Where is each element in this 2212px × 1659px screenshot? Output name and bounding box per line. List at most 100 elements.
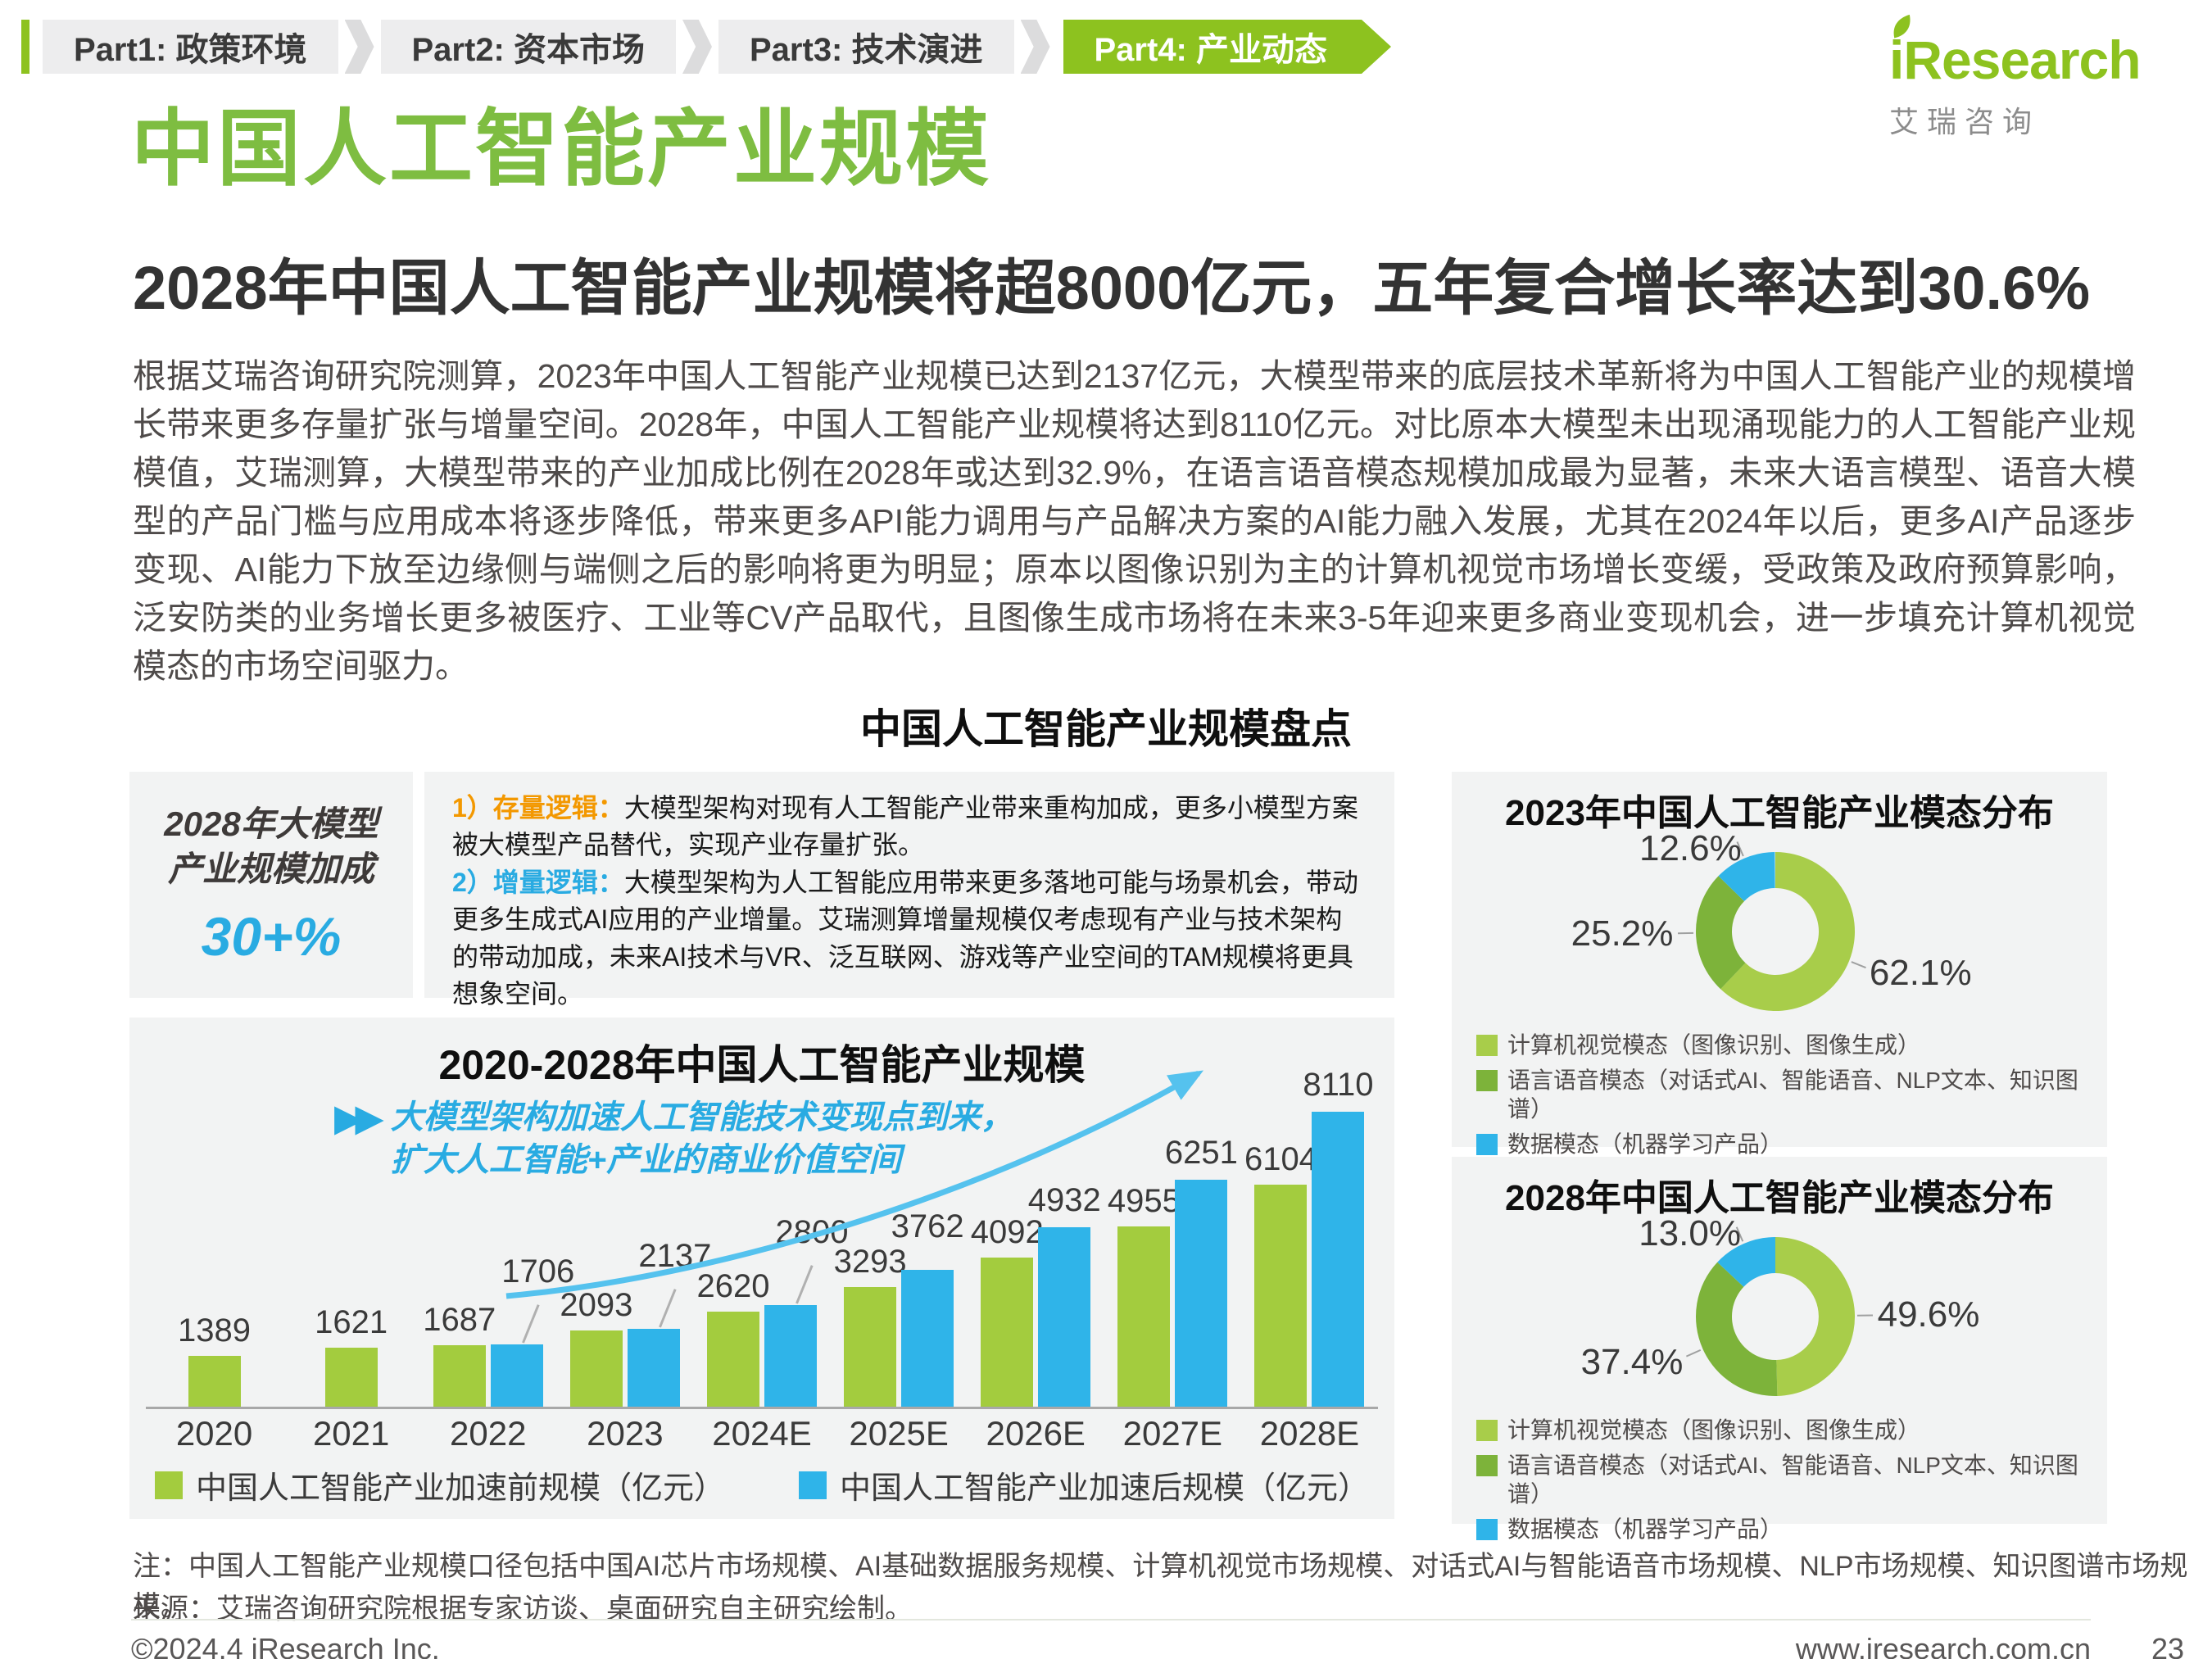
stock-logic-label: 1）存量逻辑：: [452, 793, 624, 823]
iresearch-logo: iResearch 艾 瑞 咨 询: [1889, 14, 2160, 141]
nav-tab-part4[interactable]: Part4: 产业动态: [1063, 20, 1392, 74]
nav-accent-bar: [21, 20, 29, 74]
label-leader-line: [1851, 961, 1866, 969]
donut-percent-label: 13.0%: [1639, 1213, 1741, 1253]
bar-value-pre-2023: 2093: [560, 1287, 633, 1323]
bar-chart-panel: 2020-2028年中国人工智能产业规模 ▶▶ 大模型架构加速人工智能技术变现点…: [129, 1018, 1394, 1519]
donut-legend-2028: 计算机视觉模态（图像识别、图像生成） 语言语音模态（对话式AI、智能语音、NLP文…: [1452, 1409, 2107, 1543]
bar-value-pre-2027E: 4955: [1107, 1183, 1181, 1219]
donut-slice: [1720, 852, 1856, 1011]
donut-slice: [1775, 1237, 1856, 1396]
label-leader-line: [1735, 1226, 1744, 1242]
bar-pre-2028E: [1254, 1185, 1308, 1407]
donut-legend-2023: 计算机视觉模态（图像识别、图像生成） 语言语音模态（对话式AI、智能语音、NLP文…: [1452, 1024, 2107, 1158]
x-tick-2020: 2020: [175, 1414, 253, 1453]
donut-percent-label: 37.4%: [1580, 1341, 1684, 1382]
fast-forward-icon: ▶▶: [334, 1096, 384, 1139]
legend-item: 数据模态（机器学习产品）: [1476, 1130, 2083, 1158]
donut-panel-2028: 2028年中国人工智能产业模态分布 49.6% 37.4% 13.0% 计算机视觉模…: [1452, 1157, 2107, 1542]
bar-chart-plot: 1389 1621 1687 1706 2093 2137 2620 2800 3293 3762…: [146, 1067, 1378, 1409]
chevron-right-icon: [1020, 20, 1050, 74]
x-tick-2022: 2022: [450, 1414, 527, 1453]
legend-label: 计算机视觉模态（图像识别、图像生成）: [1507, 1417, 1921, 1443]
bar-post-2024E: [764, 1305, 817, 1407]
bar-pre-2020: [188, 1356, 241, 1407]
legend-label-pre: 中国人工智能产业加速前规模（亿元）: [195, 1471, 725, 1506]
bar-post-2023: [627, 1329, 680, 1407]
bar-chart-legend: 中国人工智能产业加速前规模（亿元） 中国人工智能产业加速后规模（亿元）: [129, 1462, 1394, 1507]
label-leader-line: [658, 1289, 677, 1328]
bar-post-2025E: [901, 1270, 954, 1407]
donut-percent-label: 62.1%: [1869, 952, 1972, 993]
leaf-icon: [1893, 14, 1911, 39]
page-subtitle: 2028年中国人工智能产业规模将超8000亿元，五年复合增长率达到30.6%: [133, 254, 2091, 322]
footer-copyright: ©2024.4 iResearch Inc.: [131, 1632, 440, 1659]
chevron-right-icon: [682, 20, 712, 74]
stock-logic-paragraph: 1）存量逻辑：大模型架构对现有人工智能产业带来重构加成，更多小模型方案被大模型产…: [452, 790, 1367, 864]
legend-swatch: [1476, 1420, 1498, 1441]
legend-swatch: [1476, 1035, 1498, 1056]
bar-value-pre-2022: 1687: [423, 1302, 496, 1338]
logic-text-box: 1）存量逻辑：大模型架构对现有人工智能产业带来重构加成，更多小模型方案被大模型产…: [424, 772, 1394, 1009]
footer-website-link[interactable]: www.iresearch.com.cn: [1795, 1632, 2091, 1659]
x-tick-2026E: 2026E: [986, 1414, 1086, 1453]
highlight-title: 2028年大模型 产业规模加成: [164, 802, 378, 891]
donut-slice: [1696, 1262, 1778, 1397]
bar-post-2028E: [1312, 1112, 1365, 1407]
label-leader-line: [521, 1304, 540, 1344]
legend-swatch: [1476, 1519, 1498, 1540]
x-tick-2024E: 2024E: [712, 1414, 812, 1453]
label-leader-line: [1736, 841, 1744, 857]
donut-slice: [1718, 852, 1775, 901]
donut-chart: [1678, 841, 1866, 1011]
legend-item: 计算机视觉模态（图像识别、图像生成）: [1476, 1416, 2083, 1444]
donut-percent-label: 25.2%: [1571, 913, 1674, 954]
legend-label: 计算机视觉模态（图像识别、图像生成）: [1507, 1032, 1921, 1058]
legend-item: 数据模态（机器学习产品）: [1476, 1515, 2083, 1543]
label-leader-line: [796, 1265, 814, 1304]
legend-label: 语言语音模态（对话式AI、智能语音、NLP文本、知识图谱）: [1507, 1453, 2078, 1507]
donut-region-2028: 49.6% 37.4% 13.0%: [1452, 1213, 2107, 1409]
donut-percent-label: 49.6%: [1877, 1294, 1980, 1335]
bar-value-post-2025E: 3762: [891, 1208, 964, 1244]
x-tick-2028E: 2028E: [1259, 1414, 1360, 1453]
x-tick-2025E: 2025E: [849, 1414, 949, 1453]
legend-swatch-blue: [799, 1471, 827, 1499]
donut-title-2023: 2023年中国人工智能产业模态分布: [1505, 793, 2054, 833]
donut-slice: [1696, 876, 1746, 990]
page-number: 23: [2151, 1632, 2184, 1659]
bar-pre-2021: [324, 1348, 378, 1407]
scope-note: 注：中国人工智能产业规模口径包括中国AI芯片市场规模、AI基础数据服务规模、计算…: [133, 1551, 2188, 1622]
stock-logic-text: 大模型架构对现有人工智能产业带来重构加成，更多小模型方案被大模型产品替代，实现产…: [452, 793, 1358, 860]
bar-value-pre-2025E: 3293: [833, 1244, 907, 1280]
increment-logic-label: 2）增量逻辑：: [452, 867, 624, 897]
highlight-value: 30+%: [201, 905, 342, 967]
highlight-value-box: 2028年大模型 产业规模加成 30+%: [129, 772, 413, 998]
footer: ©2024.4 iResearch Inc. www.iresearch.com…: [131, 1619, 2091, 1659]
bar-value-post-2028E: 8110: [1303, 1067, 1374, 1103]
bar-value-pre-2028E: 6104: [1244, 1141, 1317, 1177]
bar-value-pre-2020: 1389: [178, 1312, 252, 1349]
legend-item: 计算机视觉模态（图像识别、图像生成）: [1476, 1031, 2083, 1059]
logo-text: iResearch: [1889, 29, 2142, 90]
bar-chart-x-axis: 2020 2021 2022 2023 2024E 2025E 2026E 2027E 2028…: [146, 1414, 1378, 1453]
label-leader-line: [1685, 1349, 1702, 1358]
page-title: 中国人工智能产业规模: [131, 102, 991, 196]
bar-pre-2025E: [844, 1287, 897, 1407]
increment-logic-text: 大模型架构为人工智能应用带来更多落地可能与场景机会，带动更多生成式AI应用的产业…: [452, 867, 1358, 1009]
highlight-title-line1: 2028年大模型: [164, 805, 378, 844]
donut-chart: [1685, 1226, 1874, 1397]
nav-tab-part1[interactable]: Part1: 政策环境: [43, 20, 338, 74]
chevron-right-icon: [344, 20, 374, 74]
section-heading: 中国人工智能产业规模盘点: [860, 706, 1352, 752]
logo-wordmark: iResearch: [1889, 14, 2160, 87]
legend-item: 语言语音模态（对话式AI、智能语音、NLP文本、知识图谱）: [1476, 1451, 2083, 1508]
bar-value-pre-2026E: 4092: [970, 1214, 1044, 1250]
nav-tab-part3[interactable]: Part3: 技术演进: [718, 20, 1014, 74]
legend-label-post: 中国人工智能产业加速后规模（亿元）: [840, 1471, 1370, 1506]
bar-value-post-2022: 1706: [501, 1253, 575, 1290]
nav-tab-part2[interactable]: Part2: 资本市场: [380, 20, 676, 74]
highlight-title-line2: 产业规模加成: [167, 850, 374, 888]
legend-item-post: 中国人工智能产业加速后规模（亿元）: [799, 1462, 1369, 1507]
